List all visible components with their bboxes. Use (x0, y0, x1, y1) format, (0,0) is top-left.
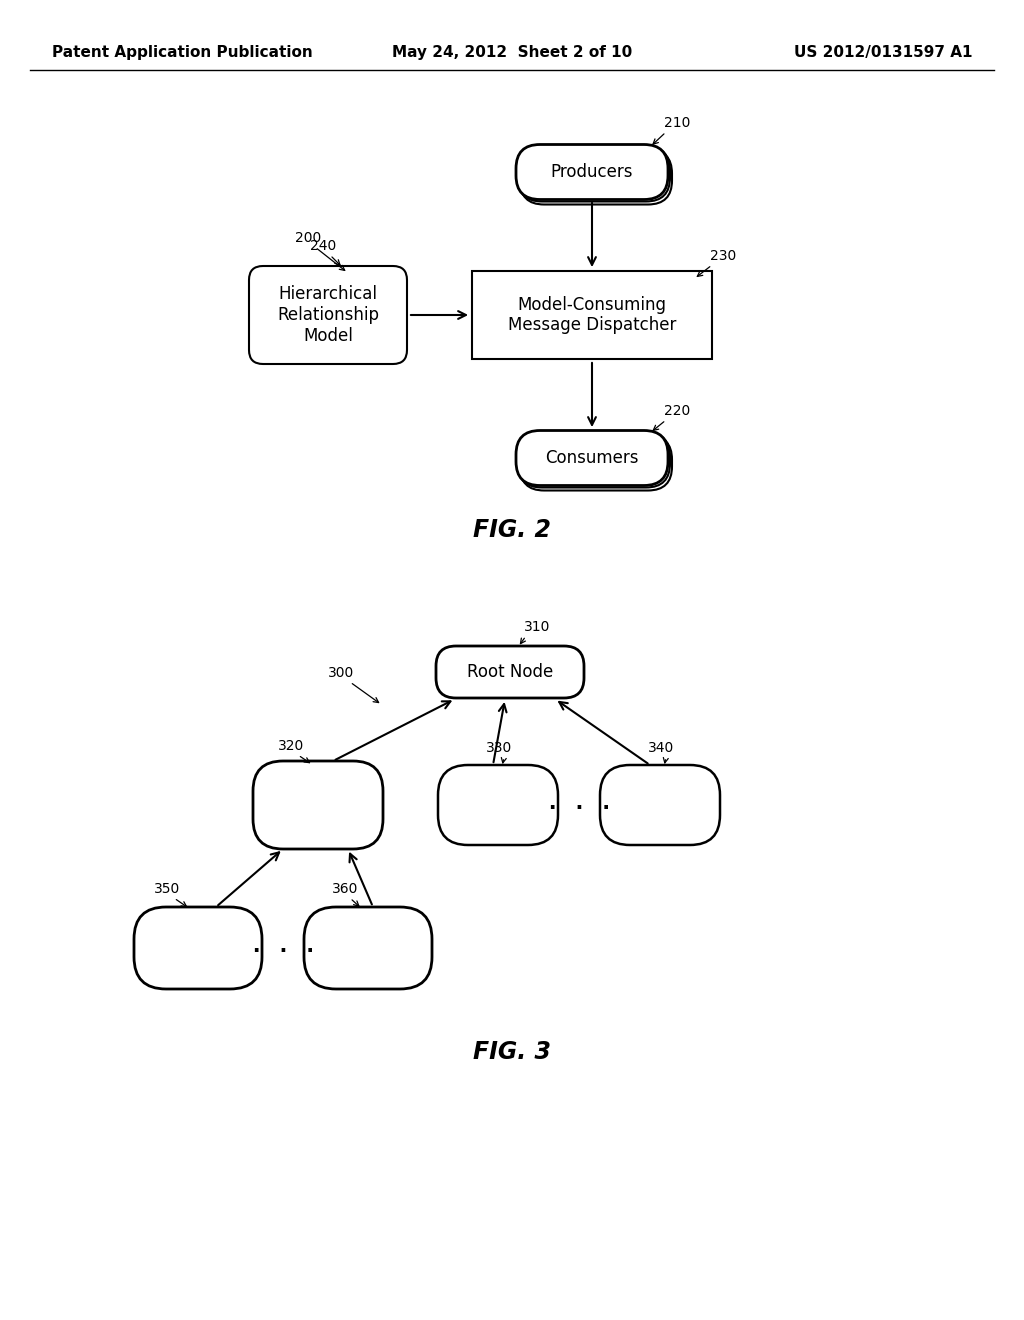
Text: Root Node: Root Node (467, 663, 553, 681)
FancyBboxPatch shape (600, 766, 720, 845)
FancyBboxPatch shape (249, 267, 407, 364)
FancyBboxPatch shape (436, 645, 584, 698)
Text: 220: 220 (664, 404, 690, 418)
FancyBboxPatch shape (516, 144, 668, 199)
FancyBboxPatch shape (520, 436, 672, 491)
Text: Model-Consuming
Message Dispatcher: Model-Consuming Message Dispatcher (508, 296, 676, 334)
Text: 300: 300 (328, 667, 354, 680)
Bar (472, 271, 712, 359)
Text: FIG. 2: FIG. 2 (473, 517, 551, 543)
Text: 330: 330 (486, 741, 512, 755)
Text: US 2012/0131597 A1: US 2012/0131597 A1 (794, 45, 972, 59)
Text: 350: 350 (154, 882, 180, 896)
Text: . . .: . . . (546, 793, 612, 813)
Text: 310: 310 (524, 620, 550, 634)
FancyBboxPatch shape (520, 149, 672, 205)
Text: May 24, 2012  Sheet 2 of 10: May 24, 2012 Sheet 2 of 10 (392, 45, 632, 59)
Text: FIG. 3: FIG. 3 (473, 1040, 551, 1064)
Text: Hierarchical
Relationship
Model: Hierarchical Relationship Model (278, 285, 379, 345)
Text: 320: 320 (278, 739, 304, 752)
FancyBboxPatch shape (516, 430, 668, 486)
Text: Consumers: Consumers (545, 449, 639, 467)
FancyBboxPatch shape (518, 147, 670, 202)
Text: Patent Application Publication: Patent Application Publication (52, 45, 312, 59)
Text: 210: 210 (664, 116, 690, 129)
FancyBboxPatch shape (134, 907, 262, 989)
Text: 340: 340 (648, 741, 674, 755)
Text: . . .: . . . (250, 936, 316, 956)
FancyBboxPatch shape (304, 907, 432, 989)
Text: 360: 360 (332, 882, 358, 896)
FancyBboxPatch shape (253, 762, 383, 849)
FancyBboxPatch shape (518, 433, 670, 487)
FancyBboxPatch shape (438, 766, 558, 845)
Text: 200: 200 (295, 231, 322, 246)
Text: 240: 240 (310, 239, 336, 253)
Text: Producers: Producers (551, 162, 633, 181)
Text: 230: 230 (710, 249, 736, 263)
